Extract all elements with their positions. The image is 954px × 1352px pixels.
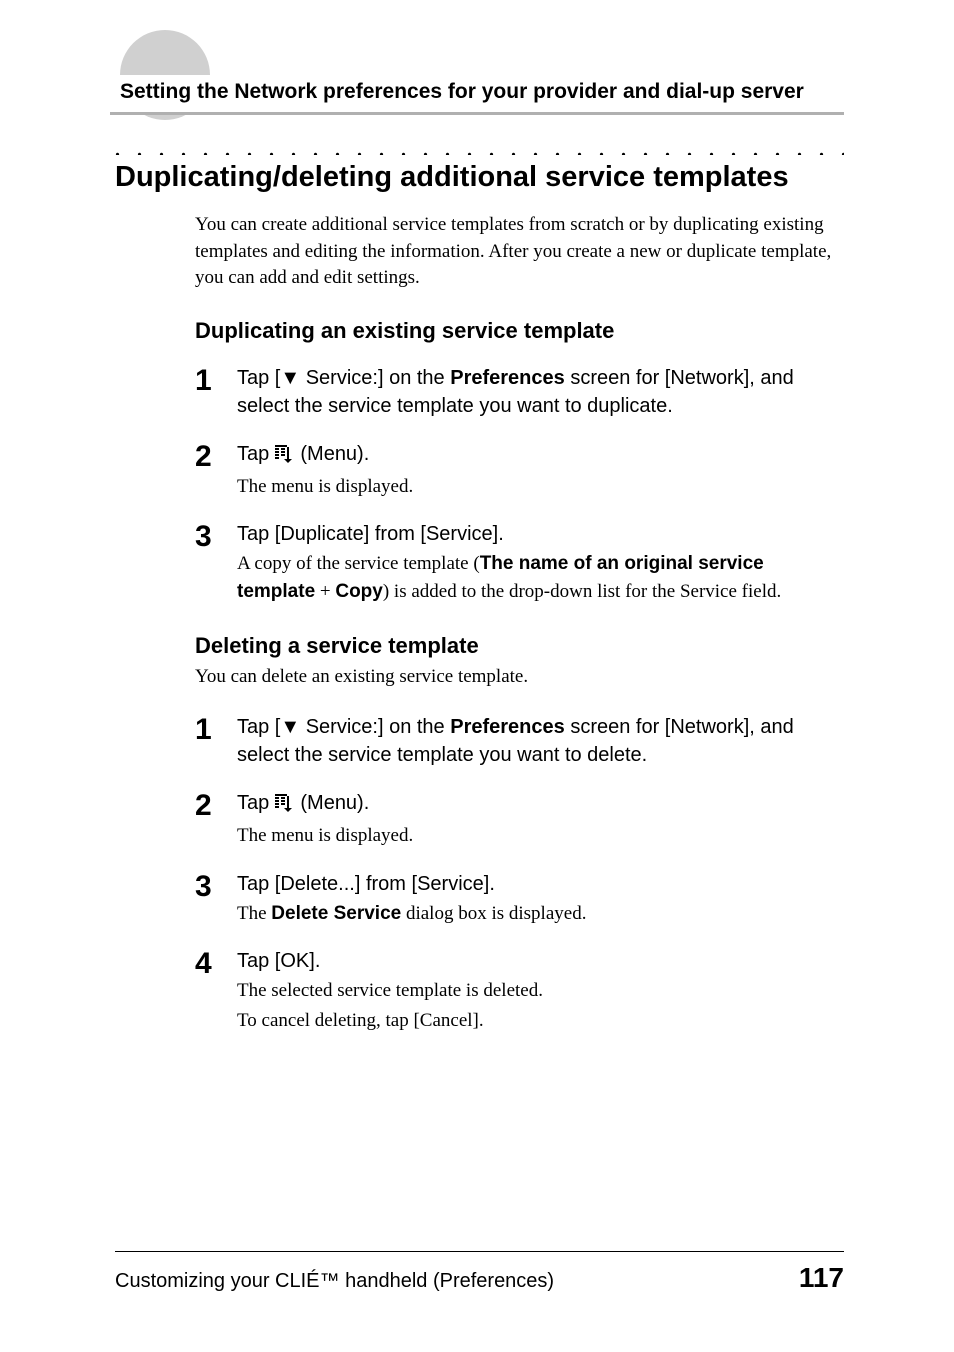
menu-icon [275,443,295,471]
intro-paragraph: You can create additional service templa… [195,212,844,292]
step-text: Tap [▼ Service:] on the Preferences scre… [237,364,844,420]
duplicating-heading: Duplicating an existing service template [195,318,844,344]
step-text: Tap [Delete...] from [Service]. [237,870,844,898]
text: ) is added to the drop-down list for the… [383,581,781,602]
text: Tap [▼ Service:] on the [237,716,450,738]
menu-icon [275,792,295,820]
text: Tap [237,443,275,465]
text-bold: Preferences [450,716,565,738]
dup-step-2: 2 Tap (Menu). The menu is displayed. [195,440,844,501]
dup-step-1: 1 Tap [▼ Service:] on the Preferences sc… [195,364,844,420]
text: Tap [237,792,275,814]
step-subtext: The Delete Service dialog box is display… [237,900,844,928]
page-header: Setting the Network preferences for your… [110,75,844,115]
step-subtext: To cancel deleting, tap [Cancel]. [237,1007,844,1035]
step-number: 2 [195,789,237,821]
text: (Menu). [295,443,369,465]
page-footer: Customizing your CLIÉ™ handheld (Prefere… [115,1251,844,1294]
step-number: 3 [195,870,237,902]
text: (Menu). [295,792,369,814]
page-content: . . . . . . . . . . . . . . . . . . . . … [115,145,844,1054]
step-text: Tap (Menu). [237,440,844,471]
text: The [237,903,271,924]
step-text: Tap (Menu). [237,789,844,820]
deleting-heading: Deleting a service template [195,633,844,659]
section-title: Duplicating/deleting additional service … [115,161,844,194]
step-subtext: The menu is displayed. [237,473,844,501]
del-step-2: 2 Tap (Menu). The menu is displayed. [195,789,844,850]
del-step-4: 4 Tap [OK]. The selected service templat… [195,947,844,1034]
dup-step-3: 3 Tap [Duplicate] from [Service]. A copy… [195,520,844,605]
text: A copy of the service template ( [237,553,480,574]
del-step-1: 1 Tap [▼ Service:] on the Preferences sc… [195,713,844,769]
dotted-rule: . . . . . . . . . . . . . . . . . . . . … [115,145,844,155]
step-subtext: The menu is displayed. [237,822,844,850]
text: + [315,581,335,602]
step-number: 4 [195,947,237,979]
text-bold: Preferences [450,367,565,389]
section-header-text: Setting the Network preferences for your… [120,80,844,104]
text: Tap [▼ Service:] on the [237,367,450,389]
step-number: 2 [195,440,237,472]
page-number: 117 [799,1262,844,1294]
text: dialog box is displayed. [401,903,586,924]
step-number: 1 [195,713,237,745]
step-text: Tap [▼ Service:] on the Preferences scre… [237,713,844,769]
step-number: 1 [195,364,237,396]
step-subtext: The selected service template is deleted… [237,977,844,1005]
step-subtext: A copy of the service template (The name… [237,550,844,605]
deleting-intro: You can delete an existing service templ… [195,663,844,691]
step-text: Tap [Duplicate] from [Service]. [237,520,844,548]
text-bold: Delete Service [271,903,401,924]
del-step-3: 3 Tap [Delete...] from [Service]. The De… [195,870,844,928]
footer-chapter: Customizing your CLIÉ™ handheld (Prefere… [115,1270,554,1293]
step-text: Tap [OK]. [237,947,844,975]
step-number: 3 [195,520,237,552]
text-bold: Copy [335,581,383,602]
